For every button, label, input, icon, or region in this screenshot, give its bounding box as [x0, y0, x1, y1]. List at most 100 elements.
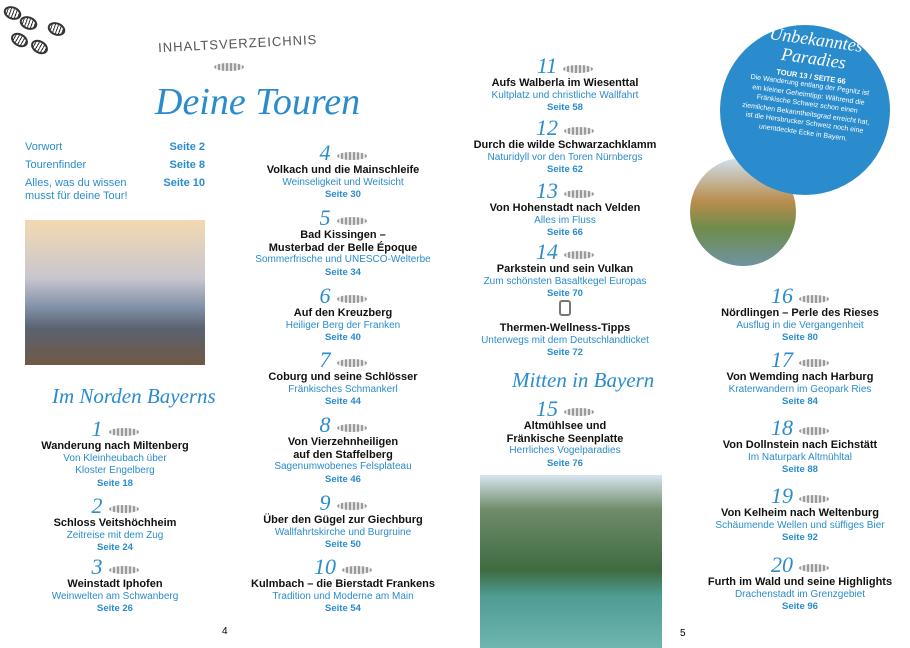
tour-title-line: Von Hohenstadt nach Velden [489, 202, 641, 214]
front-page: Seite 10 [163, 177, 205, 189]
tour-number: 10 [314, 554, 336, 579]
tour-subtitle: Weinwelten am Schwanberg [0, 591, 230, 604]
tour-entry: 10 Kulmbach – die Bierstadt Frankens Tradi… [228, 556, 458, 616]
tour-head: 20 [685, 554, 910, 576]
tour-title-line: Nördlingen – Perle des Rieses [721, 307, 879, 319]
tour-title-line: Durch die wilde Schwarzachklamm [473, 139, 657, 151]
tour-number: 17 [771, 347, 793, 372]
tour-title: Durch die wilde Schwarzachklamm [450, 139, 680, 152]
tour-title: Von Hohenstadt nach Velden [450, 202, 680, 215]
front-title-line: Alles, was du wissen [25, 177, 127, 189]
shoe-icon [564, 126, 594, 135]
tour-entry: 7 Coburg und seine Schlösser Fränkisches S… [228, 349, 458, 409]
tour-title-line: Über den Gügel zur Giechburg [263, 514, 423, 526]
tour-page: Seite 40 [325, 332, 361, 343]
tour-head: 5 [228, 207, 458, 229]
tour-number: 18 [771, 415, 793, 440]
page-number: 4 [222, 626, 228, 637]
front-title-line: musst für deine Tour! [25, 190, 128, 202]
tour-title-line: Volkach und die Mainschleife [266, 164, 420, 176]
shoe-icon [336, 151, 367, 160]
tour-entry: 13 Von Hohenstadt nach Velden Alles im Flu… [450, 180, 680, 240]
tour-head: 9 [228, 492, 458, 514]
tour-subtitle-line: Sommerfrische und UNESCO-Welterbe [255, 254, 431, 265]
tour-number: 13 [536, 178, 558, 203]
tour-title-line: Von Wemding nach Harburg [726, 371, 874, 383]
shoe-icon [799, 426, 829, 435]
page-title: Deine Touren [155, 81, 361, 123]
tour-page: Seite 34 [325, 266, 361, 278]
tour-subtitle: Drachenstadt im Grenzgebiet [685, 589, 910, 602]
tour-title-line: Auf den Kreuzberg [293, 307, 393, 319]
tour-page: Seite 58 [547, 102, 583, 113]
tour-page: Seite 84 [782, 396, 818, 407]
shoe-icon [336, 358, 367, 367]
tour-title: Nördlingen – Perle des Rieses [685, 307, 910, 320]
tour-head: 13 [450, 180, 680, 202]
front-title-line: Vorwort [25, 141, 63, 153]
tour-page: Seite 62 [547, 164, 583, 175]
tour-subtitle-line: Zum schönsten Basaltkegel Europas [483, 275, 647, 287]
tour-title-line: Musterbad der Belle Époque [268, 241, 418, 254]
tour-title-line: Weinstadt Iphofen [67, 578, 163, 590]
toc-label: INHALTSVERZEICHNIS [157, 31, 318, 56]
tour-title: Von Dollnstein nach Eichstätt [685, 439, 910, 452]
tour-title-line: Aufs Walberla im Wiesenttal [491, 77, 639, 89]
tour-number: 6 [319, 283, 331, 308]
tour-head: 14 [450, 241, 680, 263]
tour-title: Weinstadt Iphofen [0, 578, 230, 591]
extra-title-line: Thermen-Wellness-Tipps [499, 322, 631, 334]
tour-subtitle: Von Kleinheubach über Kloster Engelberg [0, 453, 230, 478]
extra-entry: Thermen-Wellness-Tipps Unterwegs mit dem … [450, 300, 680, 360]
tour-number: 2 [91, 493, 103, 518]
tour-title: Von Vierzehnheiligen auf den Staffelberg [228, 436, 458, 461]
tour-page: Seite 92 [782, 532, 818, 543]
extra-subtitle-line: Unterwegs mit dem Deutschlandticket [481, 334, 649, 346]
tour-entry: 9 Über den Gügel zur Giechburg Wallfahrtsk… [228, 492, 458, 552]
tour-subtitle-line: Kloster Engelberg [75, 465, 155, 476]
tour-title: Wanderung nach Miltenberg [0, 440, 230, 453]
shoe-icon [799, 358, 829, 367]
tour-subtitle-line: Von Kleinheubach über [63, 452, 167, 464]
extra-title: Thermen-Wellness-Tipps [450, 322, 680, 335]
tour-entry: 16 Nördlingen – Perle des Rieses Ausflug i… [685, 285, 910, 345]
shoe-icon [108, 565, 139, 574]
shoe-icon [564, 189, 594, 198]
tour-subtitle-line: Zeitreise mit dem Zug [66, 529, 164, 541]
shoe-icon [563, 64, 594, 73]
tour-page: Seite 76 [547, 457, 583, 469]
footprint [8, 29, 31, 51]
shoe-icon [564, 250, 594, 259]
tour-subtitle-line: Herrliches Vogelparadies [509, 445, 621, 456]
tour-subtitle: Tradition und Moderne am Main [228, 591, 458, 604]
tour-subtitle-line: Drachenstadt im Grenzgebiet [734, 588, 866, 600]
tour-title-line: Furth im Wald und seine Highlights [707, 576, 893, 588]
tour-number: 11 [536, 53, 558, 78]
tour-subtitle-line: Im Naturpark Altmühltal [748, 451, 852, 463]
tour-subtitle: Heiliger Berg der Franken [228, 320, 458, 333]
tour-subtitle: Fränkisches Schmankerl [228, 384, 458, 397]
tour-title: Über den Gügel zur Giechburg [228, 514, 458, 527]
tour-subtitle-line: Weinwelten am Schwanberg [51, 590, 179, 602]
front-title: Vorwort [25, 141, 205, 154]
tour-subtitle-line: Naturidyll vor den Toren Nürnbergs [487, 151, 643, 163]
tour-title: Schloss Veitshöchheim [0, 517, 230, 530]
tour-entry: 15 Altmühlsee und Fränkische Seenplatte Her… [450, 398, 680, 470]
tour-subtitle: Im Naturpark Altmühltal [685, 452, 910, 465]
tour-subtitle: Wallfahrtskirche und Burgruine [228, 527, 458, 540]
shoe-icon [799, 494, 829, 503]
tour-subtitle-line: Kraterwandern im Geopark Ries [728, 383, 872, 395]
tour-title-line: Altmühlsee und [523, 420, 607, 432]
tour-head: 18 [685, 417, 910, 439]
tour-title: Bad Kissingen – Musterbad der Belle Époqu… [228, 229, 458, 254]
tour-head: 11 [450, 55, 680, 77]
shoe-icon [799, 563, 829, 572]
page-number: 5 [680, 628, 686, 639]
tour-title-line: Von Vierzehnheiligen [287, 436, 399, 448]
tour-subtitle-line: Weinseligkeit und Weitsicht [282, 176, 404, 188]
tour-subtitle: Herrliches Vogelparadies [450, 445, 680, 458]
tour-subtitle-line: Fränkisches Schmankerl [288, 383, 398, 395]
front-title-line: Tourenfinder [25, 159, 87, 171]
tour-entry: 18 Von Dollnstein nach Eichstätt Im Naturp… [685, 417, 910, 477]
